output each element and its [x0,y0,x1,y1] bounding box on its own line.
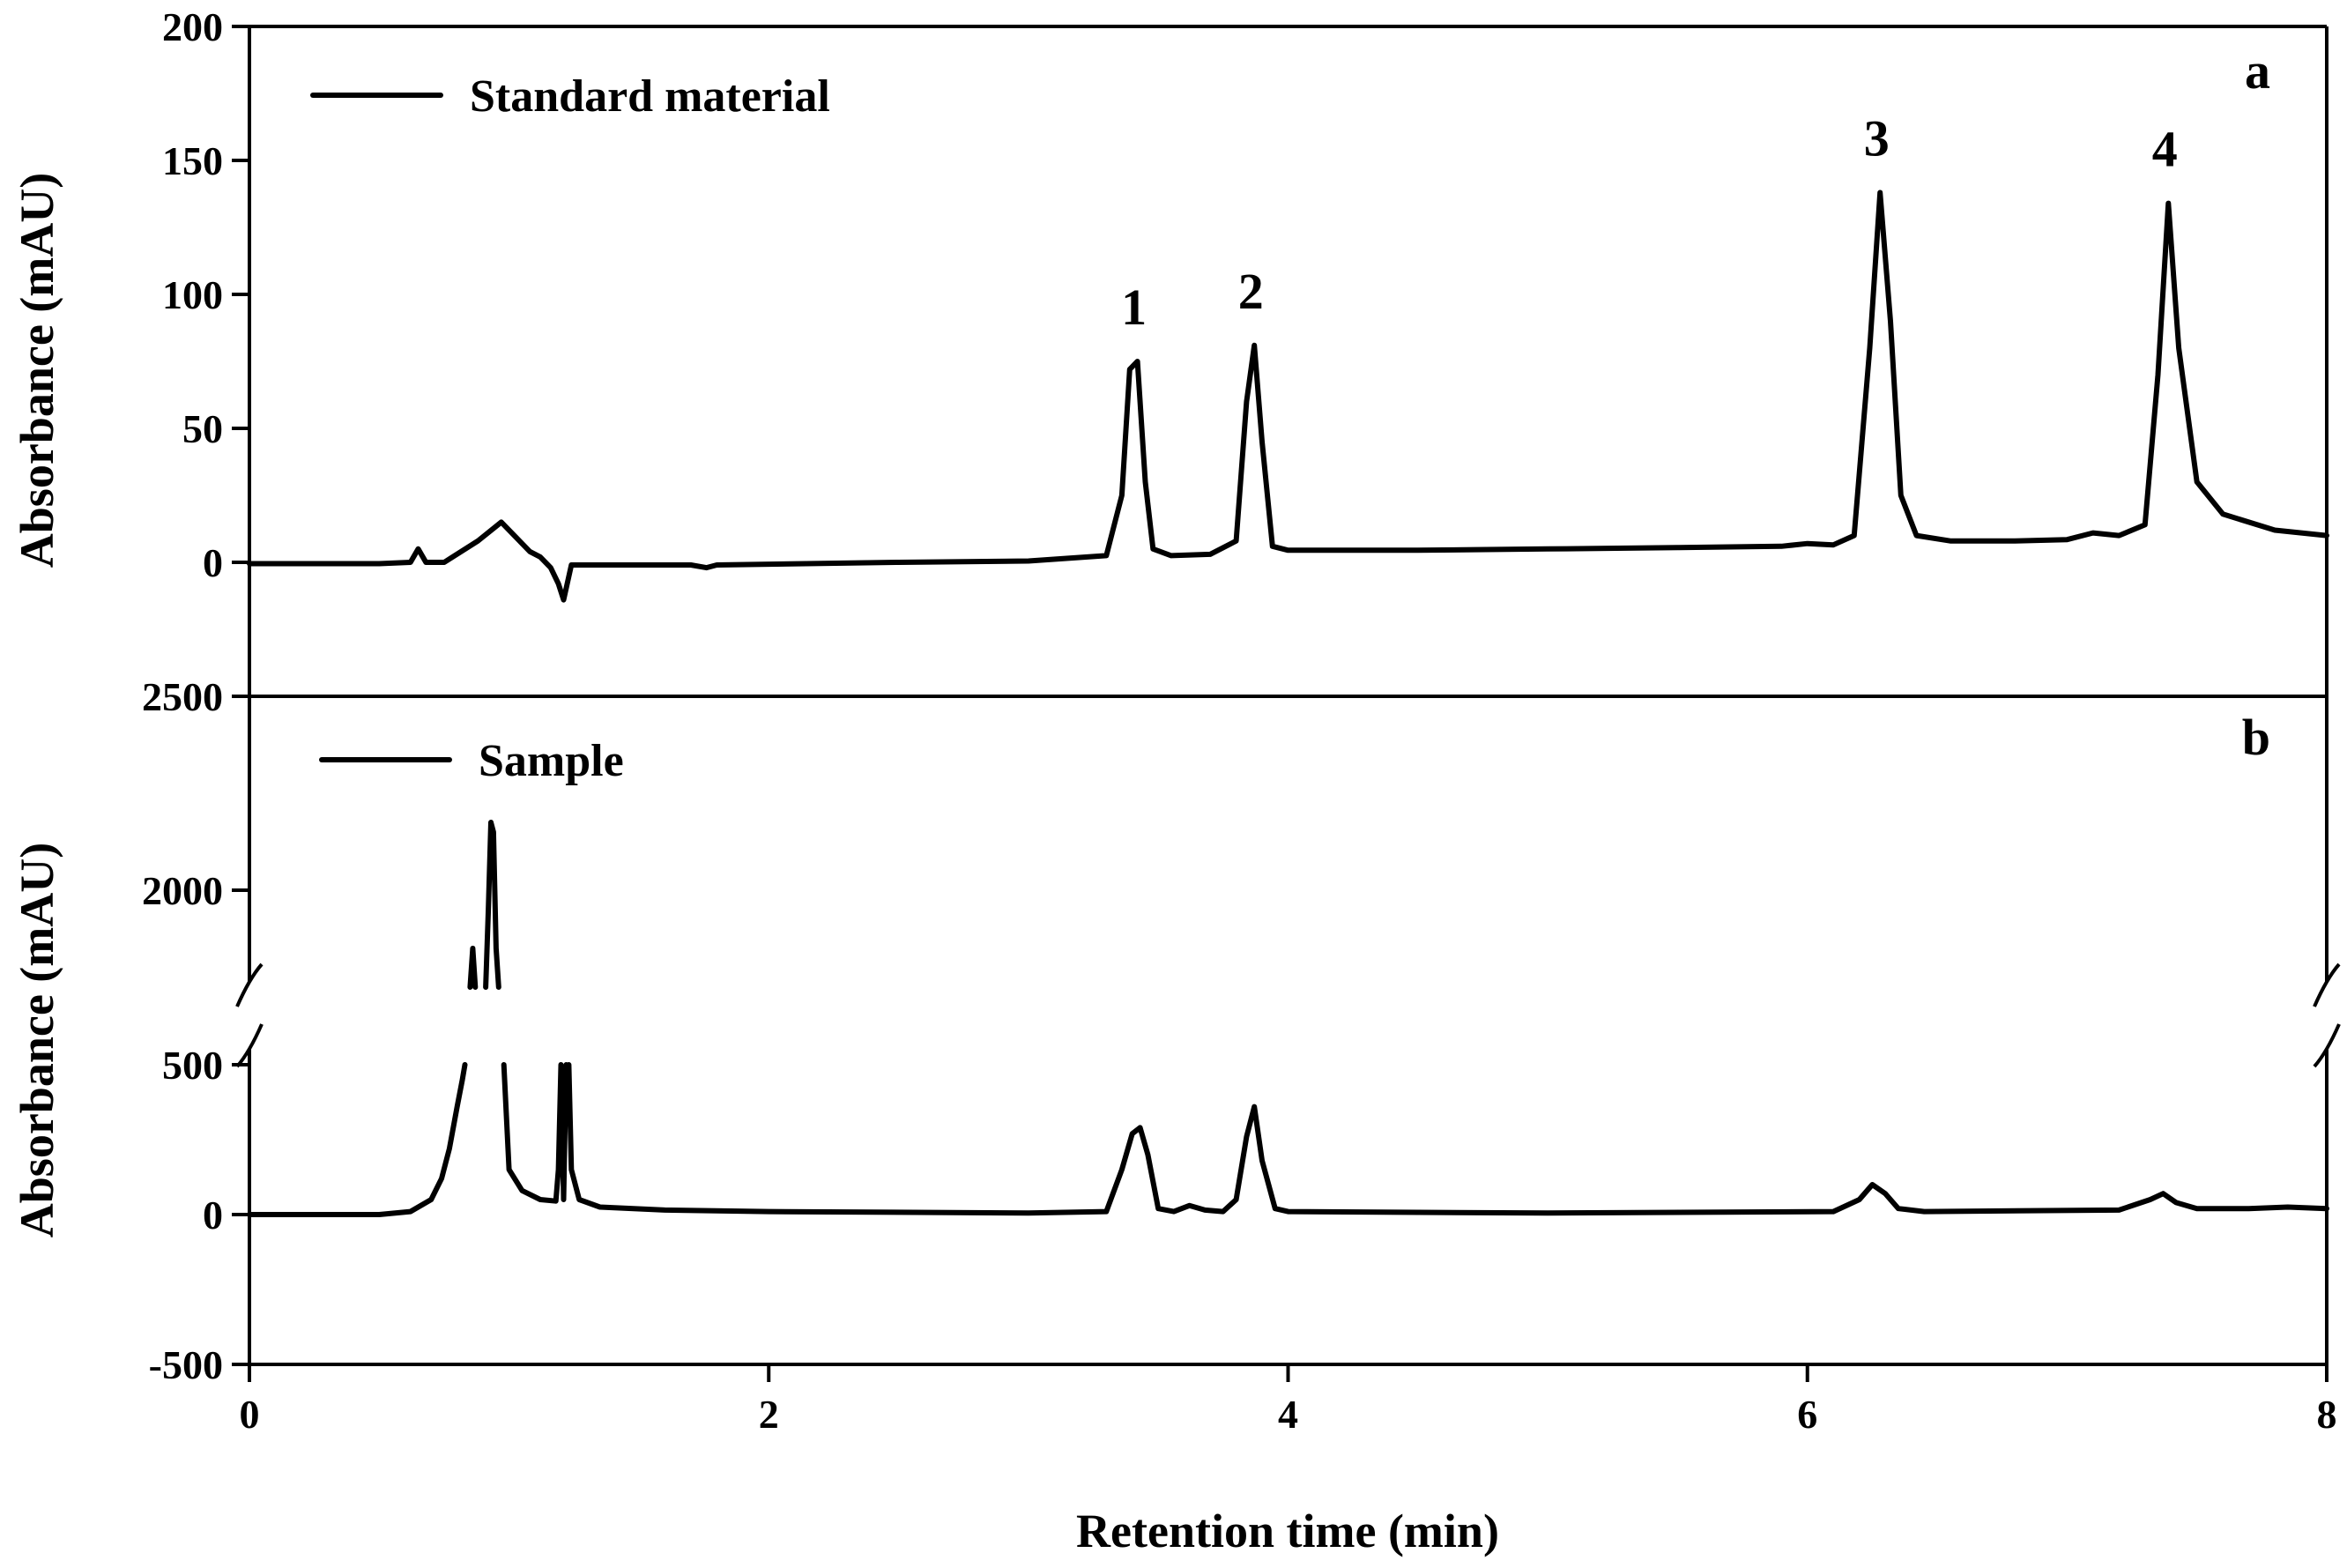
panel-a-legend: Standard material [310,71,830,122]
panel-b-label: b [2242,709,2270,766]
panel-a-peak-labels: 1 2 3 4 [1121,109,2178,336]
axis-break-mark-upper-left [235,962,264,1007]
panel-b-legend: Sample [319,736,624,786]
series-sample-lower [247,1062,2329,1217]
x-tick-label: 0 [240,1392,260,1437]
peak-label-1: 1 [1121,279,1147,336]
panel-a: 0 50 100 150 200 1 2 3 4 Standard material a Ab… [11,4,2329,696]
axis-break-mark-upper-right [2313,962,2341,1007]
panel-b-y-tick-label: 2000 [142,868,223,913]
x-axis-ticks: 0 2 4 6 8 [240,1364,2337,1437]
panel-b-frame [248,696,2328,1366]
panel-b-ylabel: Absorbance (mAU) [11,843,63,1237]
panel-a-label: a [2245,42,2270,100]
x-tick-label: 6 [1797,1392,1817,1437]
panel-a-y-tick-label: 100 [162,272,223,317]
panel-a-frame [248,25,2328,696]
legend-label-standard: Standard material [470,71,830,122]
panel-a-y-tick-label: 50 [182,406,223,451]
axis-break-mark-lower-right [2313,1023,2341,1068]
axis-break-marks [232,962,2344,1068]
x-tick-label: 8 [2317,1392,2337,1437]
axis-break-mark-lower-left [235,1023,264,1068]
panel-b-y-tick-label: 2500 [142,674,223,719]
peak-label-3: 3 [1864,109,1890,167]
series-standard-material [247,189,2329,603]
panel-a-y-tick-label: 200 [162,4,223,49]
x-axis-label: Retention time (min) [1076,1505,1499,1557]
panel-a-y-tick-label: 150 [162,138,223,183]
axis-break-gap-left [232,982,267,1049]
panel-a-y-ticks: 0 50 100 150 200 [162,4,249,585]
panel-b-y-ticks: -500 0 500 2000 2500 [142,674,249,1387]
x-tick-label: 2 [759,1392,779,1437]
panel-b-y-tick-label: 500 [162,1043,223,1088]
panel-b: -500 0 500 2000 2500 Sample b Absorbance (mA… [11,674,2344,1387]
axis-break-gap-right [2309,982,2344,1049]
peak-label-4: 4 [2152,121,2178,178]
series-sample-upper [467,820,501,990]
panel-a-y-tick-label: 0 [203,540,223,585]
panel-b-y-tick-label: -500 [149,1342,223,1387]
panel-a-trace [247,189,2329,603]
panel-b-y-tick-label: 0 [203,1193,223,1237]
peak-label-2: 2 [1238,263,1264,320]
panel-a-ylabel: Absorbance (mAU) [11,173,63,568]
panel-b-trace [247,820,2329,1217]
x-tick-label: 4 [1278,1392,1298,1437]
legend-label-sample: Sample [479,736,624,786]
